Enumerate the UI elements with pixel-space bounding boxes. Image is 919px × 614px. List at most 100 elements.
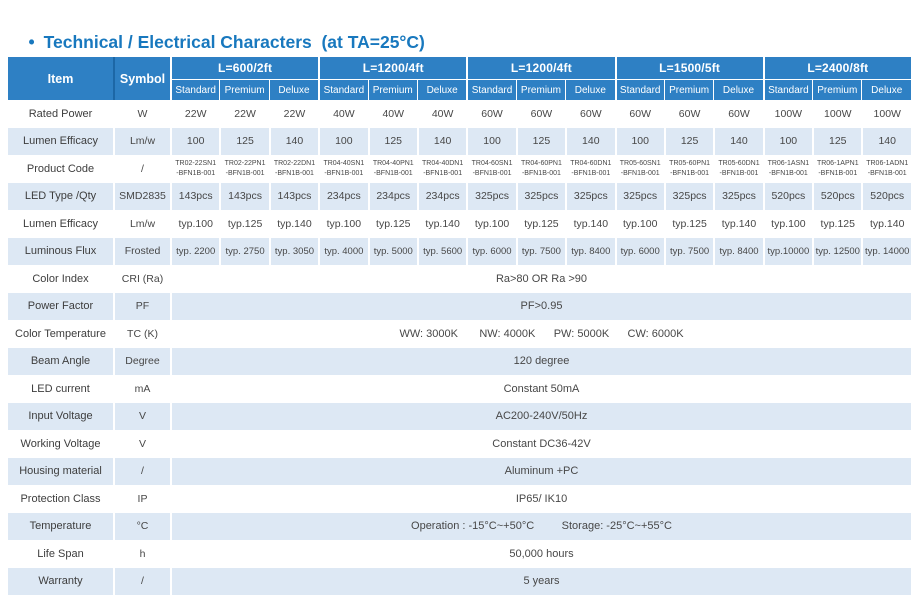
spec-value: 125 <box>812 127 862 155</box>
spec-value: 325pcs <box>713 182 763 210</box>
merged-value: 5 years <box>170 567 911 595</box>
merged-value: Operation : -15°C~+50°C Storage: -25°C~+… <box>170 512 911 540</box>
spec-value: typ. 8400 <box>565 237 615 265</box>
row-symbol: PF <box>113 292 170 320</box>
merged-value: Constant 50mA <box>170 375 911 403</box>
spec-value: 143pcs <box>219 182 269 210</box>
spec-value: 22W <box>268 100 319 128</box>
spec-value: 100W <box>762 100 813 128</box>
row-label: Life Span <box>8 540 113 568</box>
spec-value: typ.100 <box>170 210 220 238</box>
spec-value: typ.100 <box>318 210 368 238</box>
table-row: Product Code / TR02-22SN1 -BFN1B-001 TR02-2… <box>8 155 911 183</box>
spec-value: 60W <box>515 100 566 128</box>
sub-column-header: Deluxe <box>861 79 911 100</box>
spec-value: typ.125 <box>219 210 269 238</box>
spec-value: typ.125 <box>515 210 566 238</box>
spec-value: typ. 12500 <box>812 237 862 265</box>
spec-value: 60W <box>614 100 664 128</box>
spec-value: typ. 7500 <box>515 237 566 265</box>
spec-value: TR02-22DN1 -BFN1B-001 <box>268 155 319 183</box>
sub-column-header: Standard <box>614 79 664 100</box>
spec-value: 100W <box>861 100 911 128</box>
spec-value: TR06-1APN1 -BFN1B-001 <box>812 155 862 183</box>
table-row: Power Factor PF PF>0.95 <box>8 292 911 320</box>
spec-value: 100W <box>812 100 862 128</box>
spec-value: 325pcs <box>663 182 714 210</box>
merged-value: AC200-240V/50Hz <box>170 402 911 430</box>
spec-value: 325pcs <box>466 182 516 210</box>
spec-value: 22W <box>219 100 269 128</box>
row-symbol: / <box>113 567 170 595</box>
spec-value: typ.125 <box>367 210 417 238</box>
spec-value: 60W <box>713 100 763 128</box>
merged-value: PF>0.95 <box>170 292 911 320</box>
row-symbol: Lm/w <box>113 210 170 238</box>
spec-value: 143pcs <box>268 182 319 210</box>
spec-value: typ.140 <box>416 210 467 238</box>
spec-value: 100 <box>170 127 220 155</box>
row-label: LED current <box>8 375 113 403</box>
spec-value: typ.140 <box>861 210 911 238</box>
row-label: Working Voltage <box>8 430 113 458</box>
header-row-groups: Item Symbol L=600/2ft L=1200/4ft L=1200/4ft L… <box>8 57 911 100</box>
sub-column-header: Standard <box>318 79 368 100</box>
spec-value: typ. 5600 <box>416 237 467 265</box>
merged-value: 50,000 hours <box>170 540 911 568</box>
row-label: Power Factor <box>8 292 113 320</box>
sub-column-header: Deluxe <box>268 79 319 100</box>
table-row: Lumen Efficacy Lm/w 100 125 140 100 125 140 100 1… <box>8 127 911 155</box>
spec-value: 125 <box>663 127 714 155</box>
spec-value: 40W <box>416 100 467 128</box>
spec-value: TR06-1ADN1 -BFN1B-001 <box>861 155 911 183</box>
table-row: Rated Power W 22W 22W 22W 40W 40W 40W 60W 60W 60W 6… <box>8 100 911 128</box>
spec-value: typ.140 <box>713 210 763 238</box>
table-row: Life Span h 50,000 hours <box>8 540 911 568</box>
merged-value: Ra>80 OR Ra >90 <box>170 265 911 293</box>
row-symbol: mA <box>113 375 170 403</box>
table-row: Color Index CRI (Ra) Ra>80 OR Ra >90 <box>8 265 911 293</box>
table-row: Protection Class IP IP65/ IK10 <box>8 485 911 513</box>
spec-value: 100 <box>762 127 813 155</box>
spec-table-head: Item Symbol L=600/2ft L=1200/4ft L=1200/4ft L… <box>8 57 911 100</box>
row-label: Protection Class <box>8 485 113 513</box>
spec-value: 140 <box>713 127 763 155</box>
table-row: Lumen Efficacy Lm/w typ.100 typ.125 typ.140 t… <box>8 210 911 238</box>
table-row: Working Voltage V Constant DC36-42V <box>8 430 911 458</box>
column-header-symbol: Symbol <box>113 57 170 100</box>
row-symbol: V <box>113 430 170 458</box>
spec-value: 325pcs <box>614 182 664 210</box>
row-symbol: / <box>113 457 170 485</box>
sub-column-header: Premium <box>219 79 269 100</box>
spec-value: typ.10000 <box>762 237 813 265</box>
row-label: Color Index <box>8 265 113 293</box>
spec-value: typ. 6000 <box>466 237 516 265</box>
sub-column-header: Standard <box>762 79 813 100</box>
spec-value: 60W <box>565 100 615 128</box>
merged-value: IP65/ IK10 <box>170 485 911 513</box>
group-header: L=1500/5ft <box>614 57 763 79</box>
spec-value: TR06-1ASN1 -BFN1B-001 <box>762 155 813 183</box>
spec-value: typ. 8400 <box>713 237 763 265</box>
group-header: L=2400/8ft <box>762 57 911 79</box>
row-label: Beam Angle <box>8 347 113 375</box>
row-label: Luminous Flux <box>8 237 113 265</box>
spec-value: 140 <box>861 127 911 155</box>
sub-column-header: Standard <box>170 79 220 100</box>
merged-value: Constant DC36-42V <box>170 430 911 458</box>
row-label: Temperature <box>8 512 113 540</box>
spec-value: 143pcs <box>170 182 220 210</box>
sub-column-header: Deluxe <box>416 79 467 100</box>
spec-value: 520pcs <box>762 182 813 210</box>
spec-value: typ. 4000 <box>318 237 368 265</box>
group-header: L=1200/4ft <box>466 57 615 79</box>
spec-value: TR02-22SN1 -BFN1B-001 <box>170 155 220 183</box>
row-label: Color Temperature <box>8 320 113 348</box>
spec-value: TR04-60PN1 -BFN1B-001 <box>515 155 566 183</box>
spec-value: TR05-60SN1 -BFN1B-001 <box>614 155 664 183</box>
table-row: Housing material / Aluminum +PC <box>8 457 911 485</box>
row-symbol: h <box>113 540 170 568</box>
spec-value: 234pcs <box>416 182 467 210</box>
bullet-icon: • <box>28 32 35 52</box>
merged-value: 120 degree <box>170 347 911 375</box>
